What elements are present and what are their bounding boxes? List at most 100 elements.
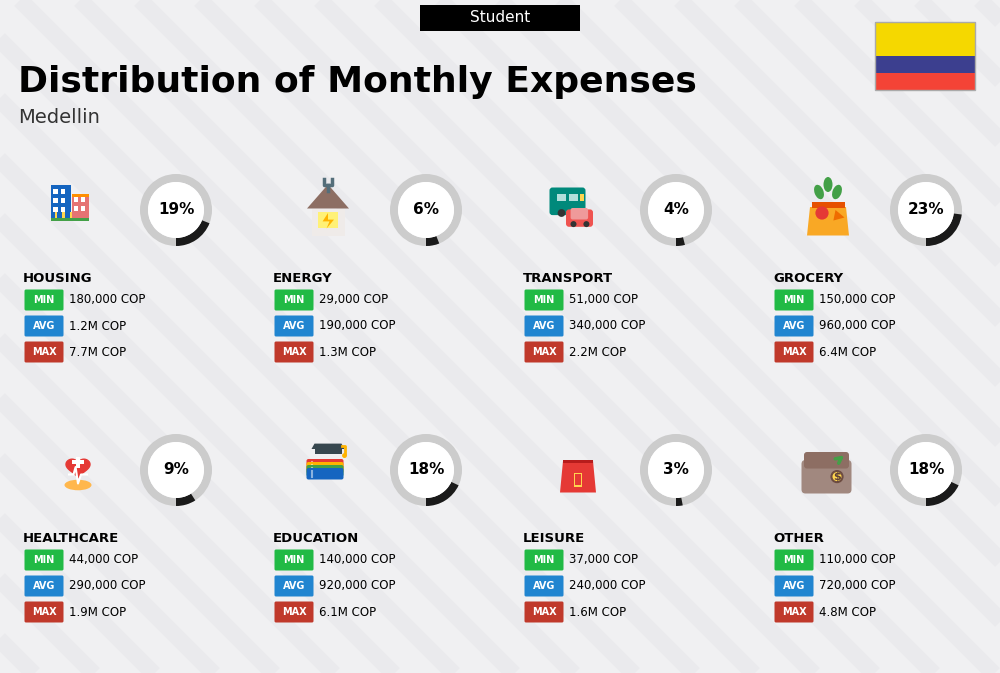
FancyBboxPatch shape	[524, 575, 564, 596]
Text: MIN: MIN	[283, 555, 305, 565]
Circle shape	[398, 182, 454, 238]
Text: 7.7M COP: 7.7M COP	[69, 345, 126, 359]
Text: 150,000 COP: 150,000 COP	[819, 293, 895, 306]
Text: 19%: 19%	[158, 203, 194, 217]
Text: 37,000 COP: 37,000 COP	[569, 553, 638, 567]
Text: MIN: MIN	[33, 555, 55, 565]
FancyBboxPatch shape	[24, 341, 64, 363]
Text: 3%: 3%	[663, 462, 689, 478]
Bar	[569, 194, 578, 201]
Wedge shape	[926, 213, 962, 246]
Bar	[53, 207, 58, 213]
Text: LEISURE: LEISURE	[523, 532, 585, 545]
FancyBboxPatch shape	[802, 460, 852, 493]
Bar	[314, 449, 342, 454]
Bar	[875, 73, 975, 90]
Bar	[81, 197, 85, 202]
Wedge shape	[676, 497, 683, 506]
FancyBboxPatch shape	[774, 289, 814, 310]
Bar	[61, 207, 65, 213]
Bar	[312, 209, 344, 236]
Text: 290,000 COP: 290,000 COP	[69, 579, 146, 592]
Wedge shape	[426, 236, 439, 246]
Text: 51,000 COP: 51,000 COP	[569, 293, 638, 306]
FancyBboxPatch shape	[274, 575, 314, 596]
Text: 29,000 COP: 29,000 COP	[319, 293, 388, 306]
Text: AVG: AVG	[783, 581, 805, 591]
Bar	[53, 189, 58, 194]
FancyBboxPatch shape	[306, 465, 344, 476]
Text: AVG: AVG	[783, 321, 805, 331]
FancyBboxPatch shape	[306, 462, 344, 474]
Text: 140,000 COP: 140,000 COP	[319, 553, 396, 567]
Text: AVG: AVG	[283, 321, 305, 331]
Text: HOUSING: HOUSING	[23, 272, 93, 285]
Text: 9%: 9%	[163, 462, 189, 478]
Text: MAX: MAX	[32, 607, 56, 617]
Text: OTHER: OTHER	[773, 532, 824, 545]
Text: 2.2M COP: 2.2M COP	[569, 345, 626, 359]
Circle shape	[830, 470, 844, 483]
Bar	[812, 202, 844, 207]
FancyBboxPatch shape	[566, 209, 593, 227]
Bar	[574, 473, 582, 487]
Polygon shape	[307, 184, 349, 209]
Bar	[61, 189, 65, 194]
Circle shape	[898, 442, 954, 498]
Bar	[580, 194, 584, 201]
FancyBboxPatch shape	[774, 575, 814, 596]
FancyBboxPatch shape	[274, 289, 314, 310]
Wedge shape	[926, 482, 959, 506]
Circle shape	[648, 182, 704, 238]
Bar	[76, 456, 80, 468]
Text: 44,000 COP: 44,000 COP	[69, 553, 138, 567]
Wedge shape	[176, 493, 195, 506]
FancyBboxPatch shape	[24, 289, 64, 310]
Text: AVG: AVG	[283, 581, 305, 591]
Polygon shape	[833, 210, 844, 221]
Text: MIN: MIN	[783, 555, 805, 565]
Text: 1.6M COP: 1.6M COP	[569, 606, 626, 618]
FancyBboxPatch shape	[524, 602, 564, 623]
FancyBboxPatch shape	[774, 549, 814, 571]
Bar	[53, 198, 58, 203]
FancyBboxPatch shape	[571, 208, 588, 219]
Text: 6.1M COP: 6.1M COP	[319, 606, 376, 618]
Text: 23%: 23%	[908, 203, 944, 217]
Bar	[875, 22, 975, 56]
Ellipse shape	[832, 185, 842, 199]
Bar	[875, 56, 975, 73]
Bar	[51, 184, 70, 217]
Text: MAX: MAX	[32, 347, 56, 357]
Text: $: $	[833, 472, 841, 482]
FancyBboxPatch shape	[274, 341, 314, 363]
Text: 6.4M COP: 6.4M COP	[819, 345, 876, 359]
Bar	[72, 194, 88, 217]
Text: 340,000 COP: 340,000 COP	[569, 320, 645, 332]
Circle shape	[570, 221, 576, 227]
FancyBboxPatch shape	[274, 602, 314, 623]
Ellipse shape	[814, 185, 824, 199]
Wedge shape	[176, 220, 209, 246]
Text: 110,000 COP: 110,000 COP	[819, 553, 896, 567]
Text: 190,000 COP: 190,000 COP	[319, 320, 396, 332]
Text: AVG: AVG	[533, 321, 555, 331]
Text: MAX: MAX	[282, 347, 306, 357]
Wedge shape	[676, 237, 685, 246]
Bar	[318, 211, 338, 228]
Wedge shape	[640, 434, 712, 506]
FancyBboxPatch shape	[24, 549, 64, 571]
Wedge shape	[890, 174, 962, 246]
Circle shape	[648, 442, 704, 498]
Text: MAX: MAX	[782, 347, 806, 357]
Bar	[70, 211, 72, 217]
Circle shape	[342, 453, 347, 458]
Bar	[72, 460, 84, 464]
FancyBboxPatch shape	[524, 316, 564, 336]
Text: 6%: 6%	[413, 203, 439, 217]
FancyBboxPatch shape	[306, 459, 344, 470]
Bar	[55, 211, 57, 217]
Text: MAX: MAX	[532, 347, 556, 357]
Text: MIN: MIN	[33, 295, 55, 305]
Text: HEALTHCARE: HEALTHCARE	[23, 532, 119, 545]
